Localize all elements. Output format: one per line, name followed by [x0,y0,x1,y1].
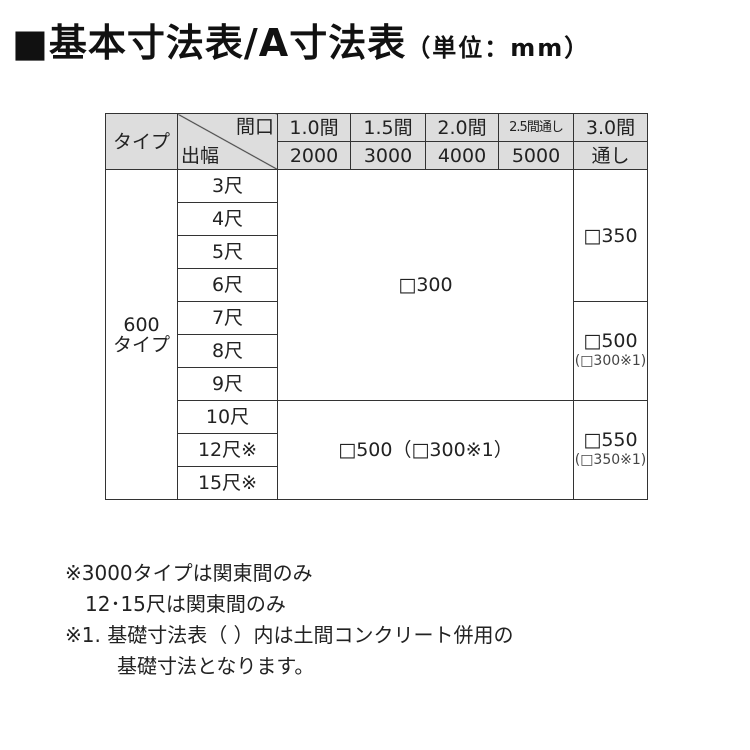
col-header: 1.5間 [350,113,426,142]
cell-main-3-9: □300 [277,169,574,401]
cell-right-10-15: □550 (□350※1) [573,400,648,500]
col-header-width: 2000 [277,141,351,170]
type-value: 600 [123,313,160,336]
header-frontage: 間口 [235,116,274,138]
note-line: 基礎寸法となります。 [117,654,315,678]
col-header: 2.0間 [425,113,499,142]
type-unit: タイプ [112,333,170,356]
note-line: 12･15尺は関東間のみ [85,592,286,616]
row-label: 6尺 [177,268,278,302]
cell-right-3-6: □350 [573,169,648,302]
row-label: 7尺 [177,301,278,335]
title-main: ■基本寸法表/A寸法表 [12,21,407,65]
col-header: 1.0間 [277,113,351,142]
note-line: ※1. 基礎寸法表（ ）内は土間コンクリート併用の [65,623,514,647]
header-type: タイプ [105,113,178,170]
notes: ※3000タイプは関東間のみ 12･15尺は関東間のみ ※1. 基礎寸法表（ ）… [65,558,514,682]
title-unit: （単位：mm） [406,34,591,62]
col-header-width: 通し [573,141,648,170]
cell-value: □500 [583,330,638,352]
row-label: 5尺 [177,235,278,269]
header-projection: 出幅 [181,145,220,167]
cell-main-10-15: □500（□300※1） [277,400,574,500]
cell-sub-value: (□350※1) [574,452,647,468]
row-label: 4尺 [177,202,278,236]
row-label: 12尺※ [177,433,278,467]
cell-sub-value: (□300※1) [574,353,647,369]
page-title: ■基本寸法表/A寸法表（単位：mm） [12,12,590,67]
note-line: ※3000タイプは関東間のみ [65,561,313,585]
cell-value: □550 [583,429,638,451]
col-header-width: 4000 [425,141,499,170]
header-diagonal: 間口 出幅 [177,113,278,170]
dimension-table: タイプ 間口 出幅 1.0間 1.5間 2.0間 2.5間通し 3.0間 2000… [105,113,648,500]
type-cell: 600 タイプ [105,169,178,500]
col-header: 3.0間 [573,113,648,142]
col-header-width: 3000 [350,141,426,170]
row-label: 8尺 [177,334,278,368]
col-header-width: 5000 [498,141,574,170]
cell-right-7-9: □500 (□300※1) [573,301,648,401]
row-label: 10尺 [177,400,278,434]
row-label: 15尺※ [177,466,278,500]
row-label: 3尺 [177,169,278,203]
row-label: 9尺 [177,367,278,401]
col-header: 2.5間通し [498,113,574,142]
